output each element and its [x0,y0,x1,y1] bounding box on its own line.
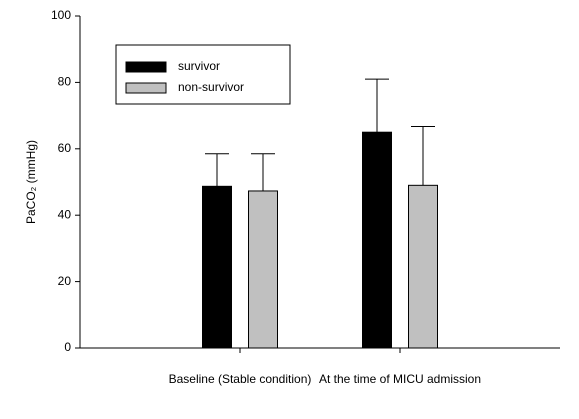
y-tick-label: 100 [51,8,71,22]
y-axis-label: PaCO₂ (mmHg) [24,140,38,224]
legend-swatch [125,82,167,94]
x-tick-label: At the time of MICU admission [319,372,481,386]
bar [202,185,232,349]
y-tick-label: 20 [58,274,72,288]
y-tick-label: 0 [64,340,71,354]
y-tick-label: 40 [58,207,72,221]
bar [362,131,392,349]
legend-swatch [125,61,167,73]
bar [248,190,278,349]
x-tick-label: Baseline (Stable condition) [169,372,312,386]
legend-label: non-survivor [178,80,244,94]
legend [115,44,291,105]
legend-label: survivor [178,59,220,73]
y-tick-label: 80 [58,75,72,89]
y-tick-label: 60 [58,141,72,155]
bar [408,184,438,349]
